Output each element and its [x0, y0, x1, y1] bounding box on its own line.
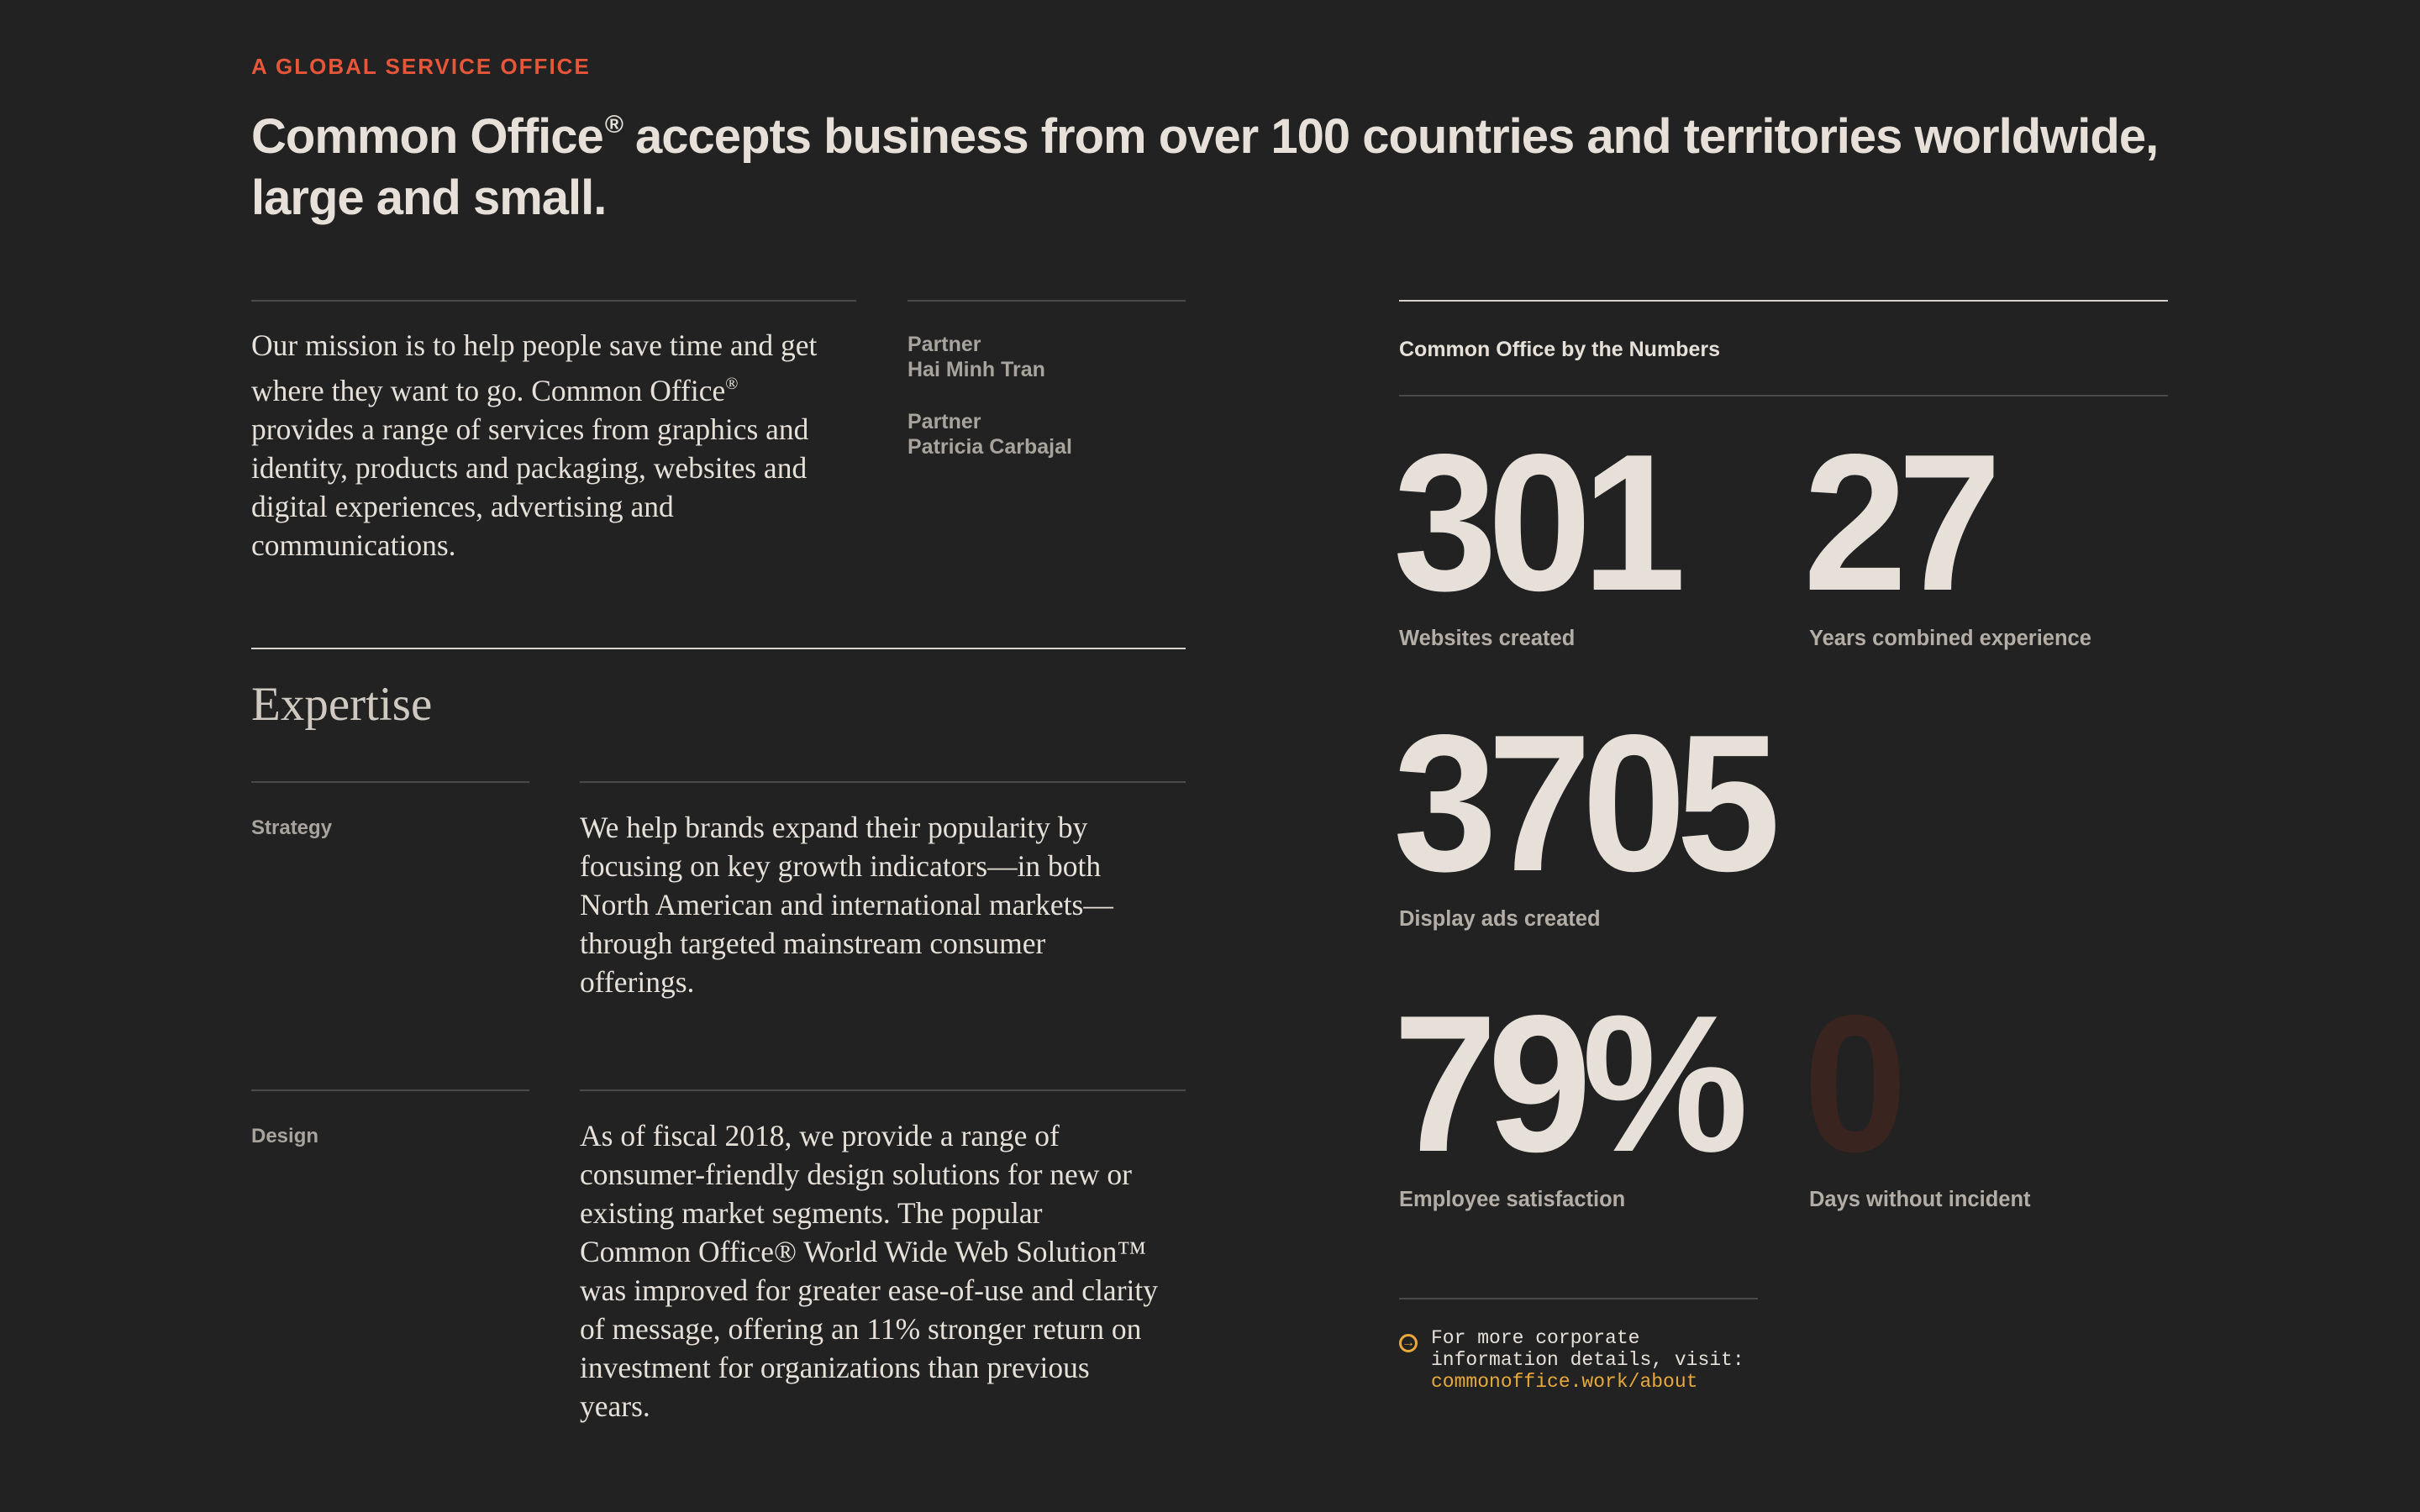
text-line: focusing on key growth indicators—in bot…: [580, 849, 1102, 883]
headline-line2: large and small.: [251, 171, 607, 225]
stat-label-satisfaction: Employee satisfaction: [1399, 1188, 1626, 1211]
stat-value-satisfaction: 79%: [1393, 975, 1749, 1193]
text-line: offerings.: [580, 965, 695, 999]
about-link[interactable]: commonoffice.work/about: [1431, 1371, 1698, 1393]
note-line: information details, visit:: [1431, 1349, 1744, 1371]
mission-line: communications.: [251, 528, 456, 562]
text-line: investment for organizations than previo…: [580, 1351, 1090, 1384]
headline-line1: accepts business from over 100 countries…: [622, 109, 2159, 164]
note-line: For more corporate: [1431, 1327, 1640, 1349]
mission-line: Our mission is to help people save time …: [251, 328, 818, 362]
partner-card: Partner Hai Minh Tran: [908, 332, 1193, 382]
arrow-circle-icon: →: [1399, 1334, 1418, 1352]
section-divider: [251, 648, 1186, 649]
corporate-info-note: For more corporate information details, …: [1431, 1327, 1801, 1393]
eyebrow-label: A GLOBAL SERVICE OFFICE: [251, 54, 591, 79]
text-line: consumer-friendly design solutions for n…: [580, 1158, 1132, 1191]
divider: [580, 781, 1186, 783]
mission-line-text: where they want to go. Common Office: [251, 374, 726, 407]
partner-card: Partner Patricia Carbajal: [908, 409, 1193, 459]
expertise-label-strategy: Strategy: [251, 816, 333, 839]
mission-line: identity, products and packaging, websit…: [251, 451, 808, 485]
text-line: years.: [580, 1389, 650, 1423]
divider: [580, 1089, 1186, 1091]
divider: [1399, 395, 2168, 396]
page-headline: Common Office® accepts business from ove…: [251, 94, 2184, 228]
divider: [251, 1089, 529, 1091]
text-line: was improved for greater ease-of-use and…: [580, 1273, 1158, 1307]
partner-role: Partner: [908, 410, 981, 433]
text-line: Common Office® World Wide Web Solution™: [580, 1235, 1147, 1268]
mission-statement: Our mission is to help people save time …: [251, 326, 856, 564]
divider: [251, 300, 856, 302]
text-line: North American and international markets…: [580, 888, 1113, 921]
text-line: through targeted mainstream consumer: [580, 927, 1046, 960]
mission-line: provides a range of services from graphi…: [251, 412, 809, 446]
text-line: We help brands expand their popularity b…: [580, 811, 1088, 844]
expertise-label-design: Design: [251, 1125, 319, 1147]
stat-label-websites: Websites created: [1399, 627, 1576, 650]
expertise-text-design: As of fiscal 2018, we provide a range of…: [580, 1116, 1185, 1425]
expertise-heading: Expertise: [251, 678, 433, 731]
stat-value-years: 27: [1803, 414, 2002, 632]
partner-role: Partner: [908, 333, 981, 356]
numbers-heading: Common Office by the Numbers: [1399, 338, 1720, 361]
mission-line: where they want to go. Common Office®: [251, 365, 856, 410]
divider: [251, 781, 529, 783]
stat-label-incident-days: Days without incident: [1809, 1188, 2031, 1211]
stat-value-display-ads: 3705: [1393, 695, 1781, 912]
stat-value-websites: 301: [1393, 414, 1686, 632]
expertise-text-strategy: We help brands expand their popularity b…: [580, 808, 1185, 1001]
registered-mark: ®: [604, 111, 623, 139]
stat-label-display-ads: Display ads created: [1399, 907, 1601, 931]
partner-name: Hai Minh Tran: [908, 358, 1045, 381]
text-line: of message, offering an 11% stronger ret…: [580, 1312, 1142, 1346]
registered-mark: ®: [725, 375, 739, 393]
stat-label-years: Years combined experience: [1809, 627, 2091, 650]
stat-value-incident-days: 0: [1803, 975, 1907, 1193]
text-line: As of fiscal 2018, we provide a range of: [580, 1119, 1060, 1152]
divider: [908, 300, 1186, 302]
headline-brand: Common Office: [251, 109, 604, 164]
mission-line: digital experiences, advertising and: [251, 490, 674, 523]
section-divider: [1399, 300, 2168, 302]
text-line: existing market segments. The popular: [580, 1196, 1043, 1230]
divider: [1399, 1298, 1758, 1299]
partner-name: Patricia Carbajal: [908, 435, 1072, 459]
